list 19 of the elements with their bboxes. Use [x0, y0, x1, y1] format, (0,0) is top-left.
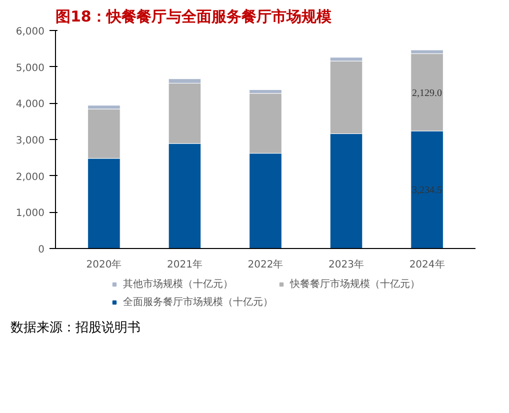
source-note: 数据来源：招股说明书 — [10, 320, 140, 336]
legend-label: 快餐餐厅市场规模（十亿元） — [290, 278, 420, 291]
legend-label: 其他市场规模（十亿元） — [123, 278, 233, 291]
data-label: 3,234.5 — [412, 185, 442, 196]
y-tick-label: 2,000 — [16, 172, 45, 183]
x-tick-label: 2022年 — [248, 258, 284, 270]
x-tick-label: 2023年 — [328, 258, 364, 270]
y-tick-label: 0 — [38, 244, 45, 256]
data-label: 2,129.0 — [412, 88, 442, 99]
y-tick-label: 3,000 — [16, 136, 45, 146]
y-tick-label: 5,000 — [16, 62, 45, 74]
y-tick-label: 6,000 — [16, 26, 45, 38]
x-tick-label: 2024年 — [409, 258, 445, 270]
legend-label: 全面服务餐厅市场规模（十亿元） — [123, 296, 273, 309]
y-tick-label: 1,000 — [16, 208, 45, 220]
chart-title: 图18：快餐餐厅与全面服务餐厅市场规模 — [56, 8, 332, 26]
y-tick-label: 4,000 — [16, 99, 45, 110]
x-tick-label: 2021年 — [167, 258, 202, 270]
x-tick-label: 2020年 — [86, 258, 122, 270]
